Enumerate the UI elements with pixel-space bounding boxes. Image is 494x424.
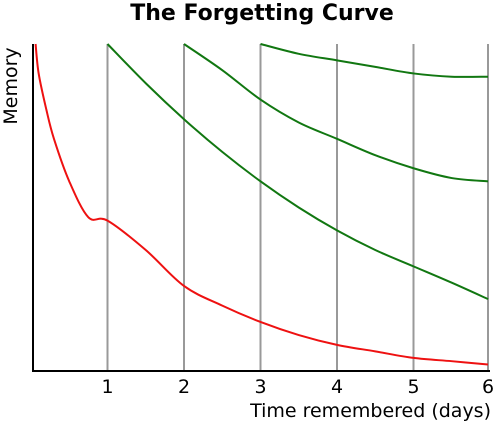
curves-group xyxy=(34,43,489,366)
x-tick-label: 3 xyxy=(254,376,266,398)
x-tick-label: 6 xyxy=(482,376,494,398)
x-tick-labels: 1 2 3 4 5 6 xyxy=(101,376,494,398)
chart-title: The Forgetting Curve xyxy=(130,1,394,26)
review-curve-line-2 xyxy=(183,43,489,183)
x-tick-label: 5 xyxy=(407,376,419,398)
review-curve-line-1 xyxy=(106,43,489,300)
x-tick-label: 4 xyxy=(331,376,343,398)
y-axis-label: Memory xyxy=(0,47,22,124)
review-curve-line-3 xyxy=(260,43,489,78)
forgetting-curve-line xyxy=(34,43,489,366)
x-axis-label: Time remembered (days) xyxy=(249,400,491,422)
x-tick-label: 1 xyxy=(101,376,113,398)
x-tick-label: 2 xyxy=(178,376,190,398)
